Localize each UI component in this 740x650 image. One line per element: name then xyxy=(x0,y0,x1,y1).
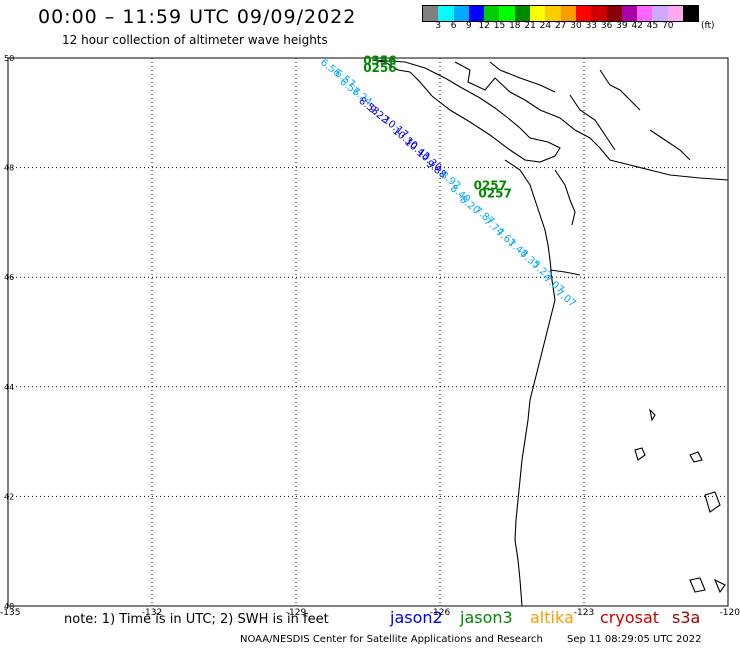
puget-sound xyxy=(554,169,576,226)
lon-tick-label: -129 xyxy=(286,608,307,618)
bc-inlet xyxy=(489,61,556,93)
colorbar-swatch xyxy=(545,6,561,21)
bc-mainland-coast xyxy=(454,61,729,181)
lat-tick-label: 48 xyxy=(4,164,14,173)
colorbar-swatch xyxy=(575,6,592,21)
lake xyxy=(634,447,646,461)
colorbar-swatch xyxy=(514,6,531,21)
colorbar-swatch xyxy=(468,6,485,21)
pass-time-label: 0257 xyxy=(478,187,511,201)
map-frame xyxy=(7,57,729,607)
colorbar-swatch xyxy=(606,6,622,21)
vancouver-island xyxy=(371,59,561,163)
colorbar-tick-label: 45 xyxy=(646,21,659,31)
colorbar-tick-label: 9 xyxy=(466,21,472,31)
colorbar-swatch xyxy=(591,6,607,21)
lon-tick-label: -132 xyxy=(142,608,162,618)
colorbar-swatch xyxy=(530,6,546,21)
legend-item-jason3: jason3 xyxy=(460,608,513,627)
pass-time-label: 0356 xyxy=(363,54,396,68)
lat-tick-label: 44 xyxy=(4,383,14,392)
lake xyxy=(713,578,726,594)
us-west-coast xyxy=(504,159,556,607)
map-title: 00:00 – 11:59 UTC 09/09/2022 xyxy=(38,6,357,28)
colorbar-swatch xyxy=(453,6,469,21)
colorbar-tick-label: 33 xyxy=(585,21,598,31)
colorbar-swatch xyxy=(683,6,699,21)
colorbar-tick-label: 27 xyxy=(554,21,567,31)
colorbar-swatch xyxy=(499,6,515,21)
colorbar-tick-label: 18 xyxy=(509,21,521,31)
colorbar-swatch xyxy=(484,6,500,21)
lon-tick-label: -135 xyxy=(0,608,20,618)
colorbar-tick-label: 42 xyxy=(631,21,643,31)
swh-value-label: 7.07 xyxy=(553,287,577,309)
swh-track: 6.566.576.567.248.539.2210.1710.3010.431… xyxy=(318,57,578,310)
pass-time-label: 0257 xyxy=(474,179,507,193)
colorbar-swatch xyxy=(637,6,653,21)
bc-inlet-2 xyxy=(599,69,641,111)
lon-tick-label: -123 xyxy=(574,608,594,618)
columbia-river xyxy=(549,269,581,276)
georgia-strait-islands xyxy=(569,94,616,151)
legend-item-jason2: jason2 xyxy=(390,608,443,627)
legend-item-altika: altika xyxy=(530,608,574,627)
colorbar-tick-label: 21 xyxy=(524,21,536,31)
colorbar-tick-label: 39 xyxy=(616,21,628,31)
colorbar xyxy=(422,5,700,22)
lat-tick-label: 46 xyxy=(4,273,14,282)
lake xyxy=(689,577,706,593)
colorbar-tick-label: 6 xyxy=(450,21,457,31)
colorbar-swatch xyxy=(667,6,684,21)
lake xyxy=(689,451,703,463)
legend-item-s3a: s3a xyxy=(672,608,701,627)
colorbar-swatch xyxy=(423,6,439,21)
axis-labels: -135 -132 -129 -126 -123 -120 50 48 46 44 42 40 xyxy=(0,54,740,618)
coastline xyxy=(371,59,729,607)
lat-tick-label: 42 xyxy=(4,492,14,501)
pass-time-label: 0256 xyxy=(363,61,396,75)
colorbar-swatch xyxy=(438,6,454,21)
colorbar-tick-label: 3 xyxy=(435,21,442,31)
footer-credit: NOAA/NESDIS Center for Satellite Applica… xyxy=(240,634,543,645)
colorbar-unit: (ft) xyxy=(701,21,715,31)
lon-tick-label: -126 xyxy=(430,608,451,618)
legend-item-cryosat: cryosat xyxy=(600,608,660,627)
footer-timestamp: Sep 11 08:29:05 UTC 2022 xyxy=(567,634,702,645)
colorbar-swatch xyxy=(560,6,576,21)
lat-tick-label: 50 xyxy=(4,54,14,63)
colorbar-tick-label: 15 xyxy=(493,21,506,31)
lake xyxy=(649,408,656,422)
bc-inlet-3 xyxy=(649,129,691,161)
map-subtitle: 12 hour collection of altimeter wave hei… xyxy=(62,33,328,47)
lon-tick-label: -120 xyxy=(720,608,740,618)
colorbar-tick-label: 70 xyxy=(662,21,674,31)
colorbar-ticks: 3 6 9 12 15 18 21 24 27 30 33 36 39 42 45 70 xyxy=(422,21,728,33)
colorbar-swatch xyxy=(621,6,638,21)
lat-tick-label: 40 xyxy=(4,602,14,611)
graticule xyxy=(8,58,728,606)
note-text: note: 1) Time is in UTC; 2) SWH is in fe… xyxy=(64,612,329,627)
colorbar-tick-label: 24 xyxy=(539,21,552,31)
colorbar-swatch xyxy=(652,6,668,21)
colorbar-tick-label: 12 xyxy=(478,21,490,31)
colorbar-tick-label: 30 xyxy=(570,21,582,31)
lake xyxy=(704,491,721,513)
colorbar-tick-label: 36 xyxy=(600,21,613,31)
